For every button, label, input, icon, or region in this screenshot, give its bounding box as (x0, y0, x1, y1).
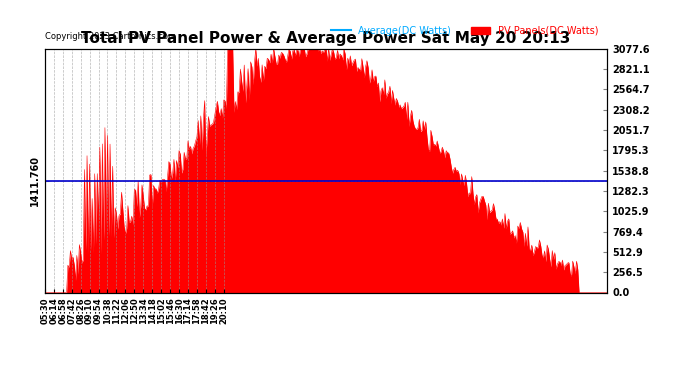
Legend: Average(DC Watts), PV Panels(DC Watts): Average(DC Watts), PV Panels(DC Watts) (327, 22, 602, 40)
Title: Total PV Panel Power & Average Power Sat May 20 20:13: Total PV Panel Power & Average Power Sat… (81, 31, 571, 46)
Text: Copyright 2023 Cartronics.com: Copyright 2023 Cartronics.com (45, 32, 176, 41)
